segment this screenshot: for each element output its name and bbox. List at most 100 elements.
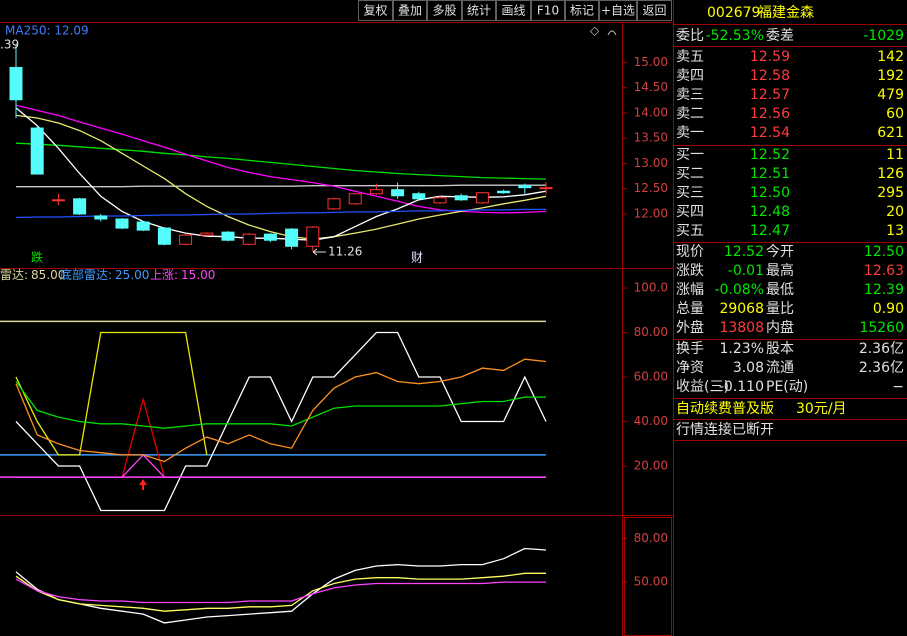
book-label: 买四 (676, 204, 704, 220)
toolbar-label[interactable]: 复权 (363, 4, 387, 18)
y-tick-label: 40.00 (634, 414, 668, 428)
toolbar-label[interactable]: 标记 (570, 4, 594, 18)
level-name: 雷达: (0, 268, 28, 282)
book-volume: 142 (877, 49, 904, 65)
toolbar-label[interactable]: 画线 (501, 4, 525, 18)
quote-label: 外盘 (676, 319, 704, 336)
book-label: 买二 (676, 166, 704, 182)
book-label: 卖二 (676, 106, 704, 122)
candle-body (30, 127, 44, 175)
candle-body (157, 227, 171, 245)
toolbar-label[interactable]: 统计 (467, 4, 491, 18)
signal-arrow (139, 479, 147, 490)
low-label: 11.26 (328, 245, 362, 259)
icon[interactable] (607, 30, 617, 36)
radar-panel (0, 320, 547, 512)
book-volume: 192 (877, 68, 904, 84)
book-price: 12.52 (750, 147, 790, 163)
book-price: 12.57 (750, 87, 790, 103)
price-panel (9, 44, 553, 252)
toolbar-label[interactable]: 叠加 (398, 4, 422, 18)
book-label: 卖四 (676, 68, 704, 84)
quote-value: 12.39 (864, 282, 904, 298)
quote-value: -0.110 (719, 379, 764, 395)
candle-body (391, 189, 405, 197)
ma250-label: MA250: 12.09 (5, 24, 89, 38)
quote-value: -52.53% (706, 28, 764, 44)
candle-body (475, 192, 489, 204)
level-name: 上涨: (150, 267, 178, 282)
toolbar-label[interactable]: 返回 (642, 4, 666, 18)
toolbar-button[interactable] (531, 0, 565, 21)
quote-label: 今开 (766, 244, 794, 260)
stock-name: 福建金森 (758, 5, 814, 21)
candle-body (94, 215, 108, 220)
quote-value: 29068 (719, 301, 764, 317)
toolbar-button[interactable] (496, 0, 531, 21)
candle-body (221, 231, 235, 241)
quote-label: 内盘 (766, 319, 794, 336)
book-price: 12.48 (750, 204, 790, 220)
toolbar-button[interactable] (427, 0, 462, 21)
indicator-line (15, 331, 208, 456)
indicator-line (16, 184, 546, 188)
toolbar-label[interactable]: F10 (537, 4, 559, 18)
level-value: 25.00 (115, 268, 149, 282)
quote-label: PE(动) (766, 379, 808, 395)
candle-body (412, 193, 426, 200)
candle-body (51, 199, 65, 202)
candle-body (348, 193, 362, 205)
toolbar-button[interactable] (393, 0, 427, 21)
book-volume: 126 (877, 166, 904, 182)
toolbar-button[interactable] (462, 0, 496, 21)
y-tick-label: 20.00 (634, 459, 668, 473)
candle-body (115, 218, 129, 229)
y-tick-label: 12.50 (634, 181, 668, 195)
candle-body (285, 228, 299, 247)
quote-label: 涨跌 (676, 263, 704, 279)
book-volume: 479 (877, 87, 904, 103)
y-tick-label: 13.00 (634, 156, 668, 170)
y-tick-label: 80.00 (634, 325, 668, 339)
book-price: 12.58 (750, 68, 790, 84)
book-volume: 60 (886, 106, 904, 122)
axes: 12.00 12.50 13.00 13.50 14.00 14.50 15.00 20.00… (0, 55, 668, 589)
book-volume: 295 (877, 185, 904, 201)
quote-value: 12.50 (864, 244, 904, 260)
quote-value: -0.01 (728, 263, 764, 279)
quote-value: 15260 (859, 320, 904, 336)
level-value: 85.00 (31, 268, 65, 282)
quote-value: 2.36亿 (859, 341, 904, 357)
candle-body (73, 198, 87, 215)
toolbar: 复权 叠加 多股 统计 画线 F10 标记 +自选 返回 (358, 0, 672, 21)
y-tick-label: 15.00 (634, 55, 668, 69)
icon[interactable]: ◇ (590, 24, 600, 38)
candle-body (327, 198, 341, 210)
quote-label: 净资 (676, 360, 704, 376)
quote-label: 收益(三) (676, 379, 729, 395)
indicator-line (15, 107, 547, 241)
toolbar-button[interactable] (599, 0, 637, 21)
indicator-line (15, 104, 547, 214)
toolbar-label[interactable]: 多股 (432, 4, 456, 18)
quote-value: -0.08% (714, 282, 764, 298)
toolbar-button[interactable] (637, 0, 672, 21)
quote-value: 3.08 (733, 360, 764, 376)
quote-value: − (892, 379, 904, 395)
quote-value: 12.52 (724, 244, 764, 260)
indicator-line (15, 331, 547, 512)
promo-text[interactable]: 自动续费普及版 (676, 400, 774, 417)
toolbar-button[interactable] (358, 0, 393, 21)
toolbar-button[interactable] (565, 0, 599, 21)
book-price: 12.56 (750, 106, 790, 122)
quote-value: -1029 (863, 28, 904, 44)
promo-price[interactable]: 30元/月 (796, 401, 847, 417)
y-tick-label: 60.00 (634, 370, 668, 384)
book-label: 买一 (676, 147, 704, 163)
candle-body (306, 226, 320, 247)
toolbar-label[interactable]: +自选 (601, 4, 635, 18)
candle-body (263, 233, 277, 241)
y-tick-label: 14.00 (634, 105, 668, 119)
book-volume: 11 (886, 147, 904, 163)
